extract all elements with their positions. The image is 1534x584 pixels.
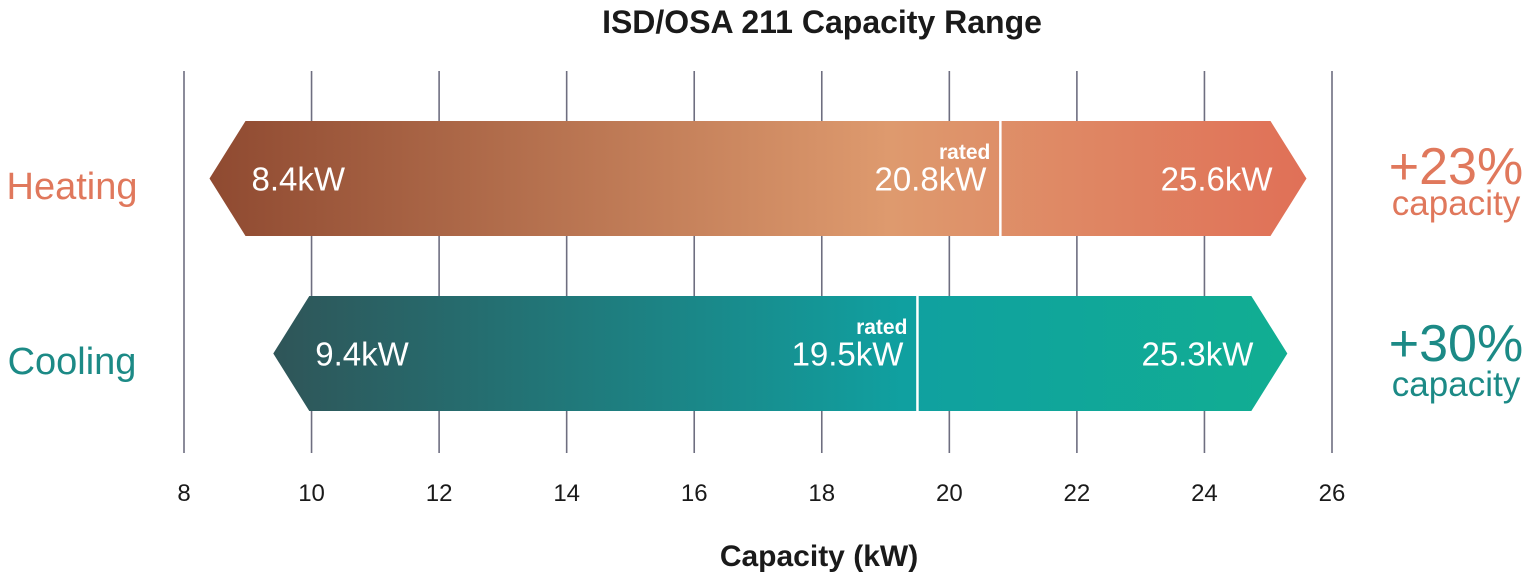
rated-caption: rated	[856, 316, 907, 339]
increase-caption: capacity	[1392, 365, 1521, 404]
rated-caption: rated	[939, 141, 990, 164]
category-label: Heating	[7, 166, 138, 208]
increase-percent-label: +23%	[1389, 138, 1523, 196]
x-tick-label: 14	[553, 480, 580, 507]
min-value-label: 8.4kW	[252, 161, 346, 198]
rated-value-label: 19.5kW	[792, 336, 905, 373]
x-tick-label: 20	[936, 480, 963, 507]
x-axis-label: Capacity (kW)	[720, 540, 918, 573]
x-tick-label: 8	[177, 480, 190, 507]
x-tick-label: 12	[426, 480, 453, 507]
x-tick-label: 26	[1319, 480, 1346, 507]
max-value-label: 25.6kW	[1161, 161, 1274, 198]
x-tick-label: 18	[808, 480, 835, 507]
x-tick-label: 16	[681, 480, 708, 507]
x-tick-labels: 8 10 12 14 16 18 20 22 24 26	[177, 480, 1345, 507]
chart-title: ISD/OSA 211 Capacity Range	[602, 4, 1042, 40]
x-tick-label: 22	[1064, 480, 1091, 507]
range-bar	[273, 296, 1288, 411]
increase-caption: capacity	[1392, 184, 1521, 223]
min-value-label: 9.4kW	[315, 336, 409, 373]
category-label: Cooling	[8, 341, 137, 383]
x-tick-label: 24	[1191, 480, 1218, 507]
rated-value-label: 20.8kW	[874, 161, 987, 198]
range-bar	[209, 121, 1307, 236]
x-tick-label: 10	[298, 480, 325, 507]
max-value-label: 25.3kW	[1141, 336, 1254, 373]
increase-percent-label: +30%	[1389, 315, 1523, 373]
